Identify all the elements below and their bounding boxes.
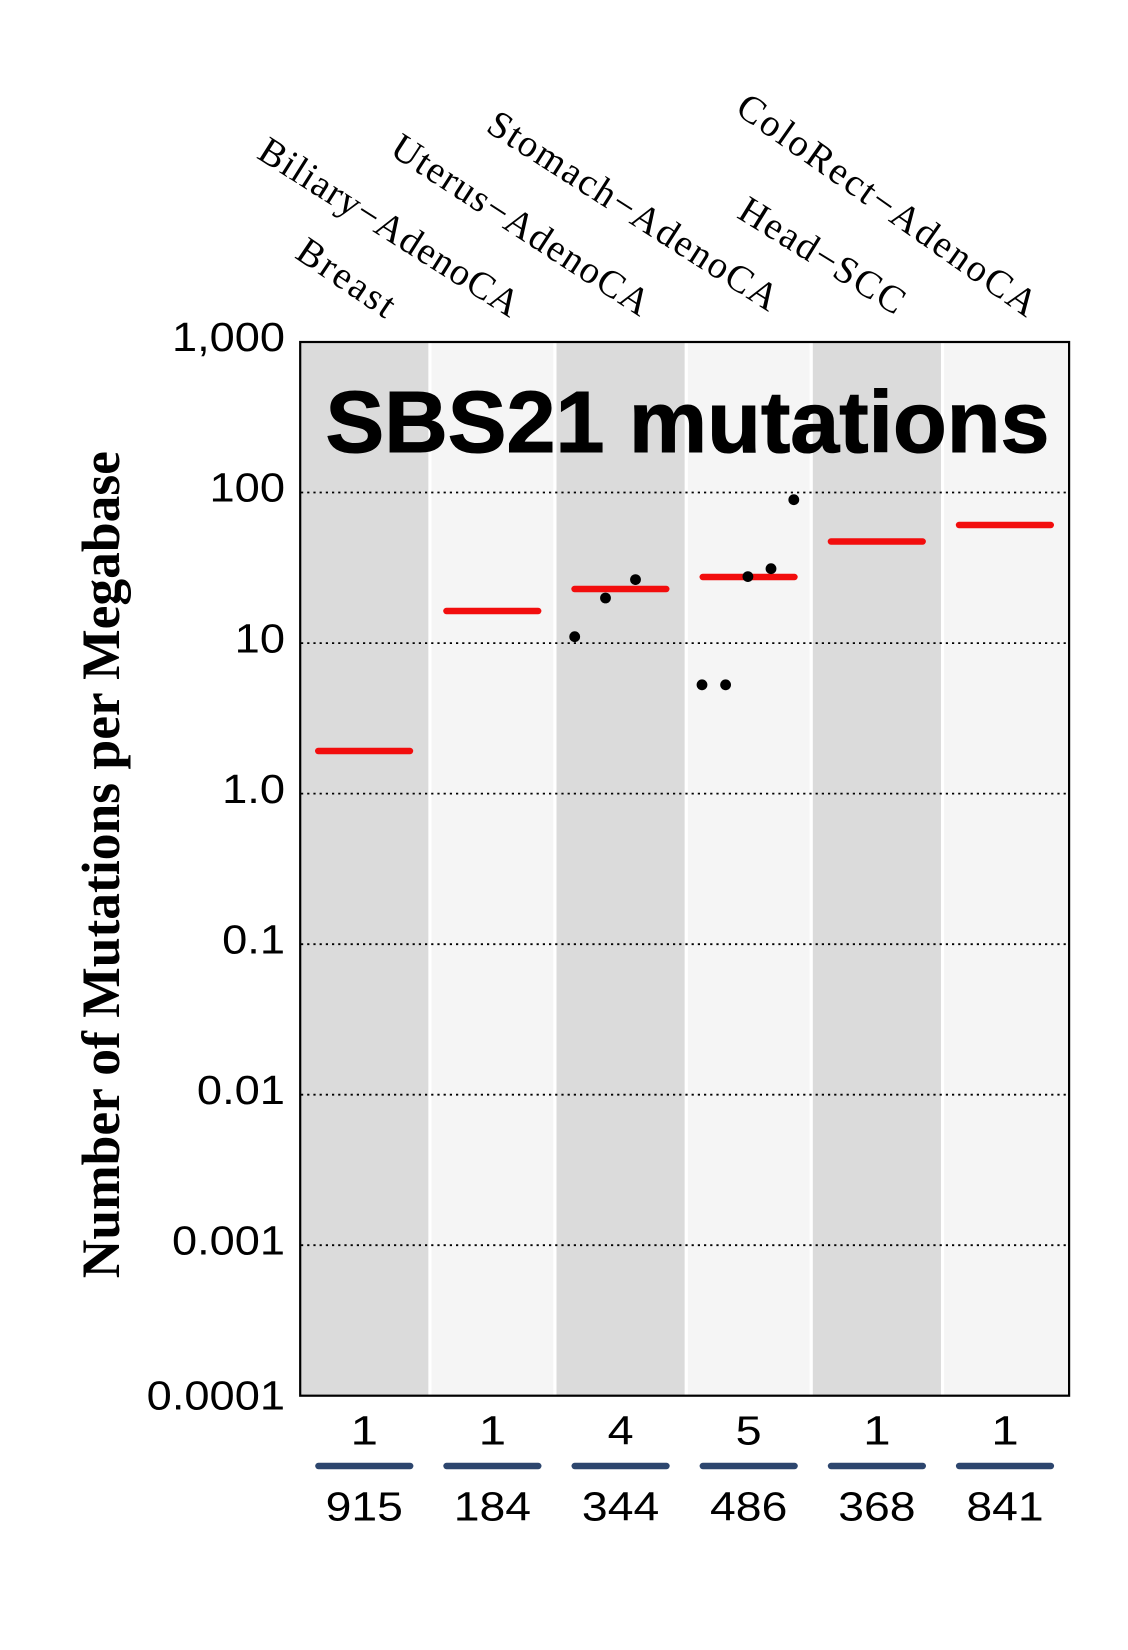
svg-text:0.001: 0.001 <box>172 1217 285 1263</box>
svg-text:5: 5 <box>736 1407 762 1453</box>
svg-text:1.0: 1.0 <box>222 766 285 812</box>
svg-text:184: 184 <box>454 1483 531 1529</box>
svg-text:SBS21 mutations: SBS21 mutations <box>326 374 1050 471</box>
svg-text:1: 1 <box>479 1407 507 1453</box>
svg-text:915: 915 <box>326 1483 403 1529</box>
svg-text:10: 10 <box>235 615 285 661</box>
svg-text:100: 100 <box>210 465 286 511</box>
svg-text:0.01: 0.01 <box>197 1067 285 1113</box>
svg-text:0.1: 0.1 <box>222 916 285 962</box>
svg-text:344: 344 <box>582 1483 659 1529</box>
svg-text:1: 1 <box>991 1407 1019 1453</box>
svg-text:0.0001: 0.0001 <box>147 1372 285 1418</box>
svg-text:486: 486 <box>710 1483 787 1529</box>
svg-text:1,000: 1,000 <box>172 314 285 360</box>
svg-text:4: 4 <box>608 1407 634 1453</box>
svg-text:1: 1 <box>351 1407 379 1453</box>
svg-text:841: 841 <box>966 1483 1043 1529</box>
svg-text:368: 368 <box>838 1483 915 1529</box>
svg-text:1: 1 <box>863 1407 891 1453</box>
svg-text:Number of Mutations per Megaba: Number of Mutations per Megabase <box>71 451 131 1278</box>
